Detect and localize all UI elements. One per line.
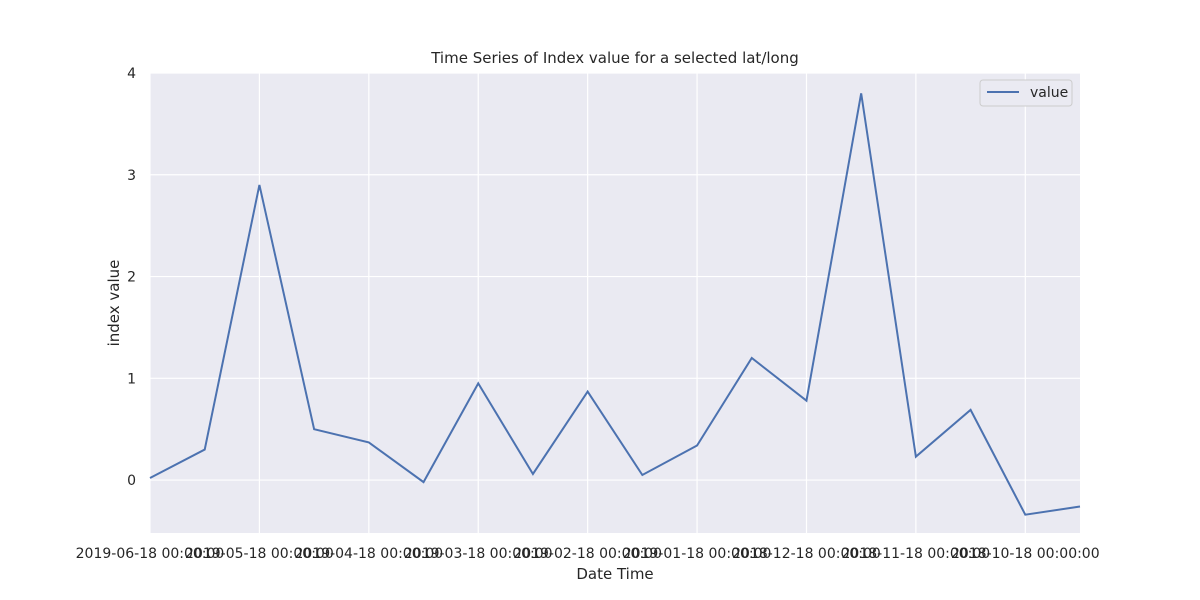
x-tick-label: 2018-11-18 00:00:00 — [842, 546, 991, 562]
y-tick-label: 3 — [127, 168, 136, 184]
legend: value — [979, 79, 1073, 107]
series-line-value — [149, 93, 1081, 516]
x-tick-label: 2019-02-18 00:00:00 — [513, 546, 662, 562]
y-tick-label: 0 — [127, 473, 136, 489]
chart-title: Time Series of Index value for a selecte… — [430, 49, 799, 67]
y-axis-label: index value — [105, 260, 123, 347]
x-tick-label: 2019-05-18 00:00:00 — [185, 546, 334, 562]
x-tick-label: 2018-12-18 00:00:00 — [732, 546, 881, 562]
plot-area — [150, 73, 1080, 533]
x-tick-label: 2019-03-18 00:00:00 — [404, 546, 553, 562]
legend-label-value: value — [1030, 85, 1068, 101]
y-tick-label: 1 — [127, 371, 136, 387]
x-tick-label: 2019-06-18 00:00:00 — [76, 546, 225, 562]
y-tick-label: 4 — [127, 66, 136, 82]
y-tick-label: 2 — [127, 270, 136, 286]
x-tick-label: 2019-01-18 00:00:00 — [623, 546, 772, 562]
x-tick-label: 2018-10-18 00:00:00 — [951, 546, 1100, 562]
x-tick-label: 2019-04-18 00:00:00 — [294, 546, 443, 562]
x-axis-label: Date Time — [576, 565, 653, 583]
y-axis-ticks: 0 1 2 3 4 — [127, 66, 136, 489]
legend-box — [979, 79, 1073, 107]
